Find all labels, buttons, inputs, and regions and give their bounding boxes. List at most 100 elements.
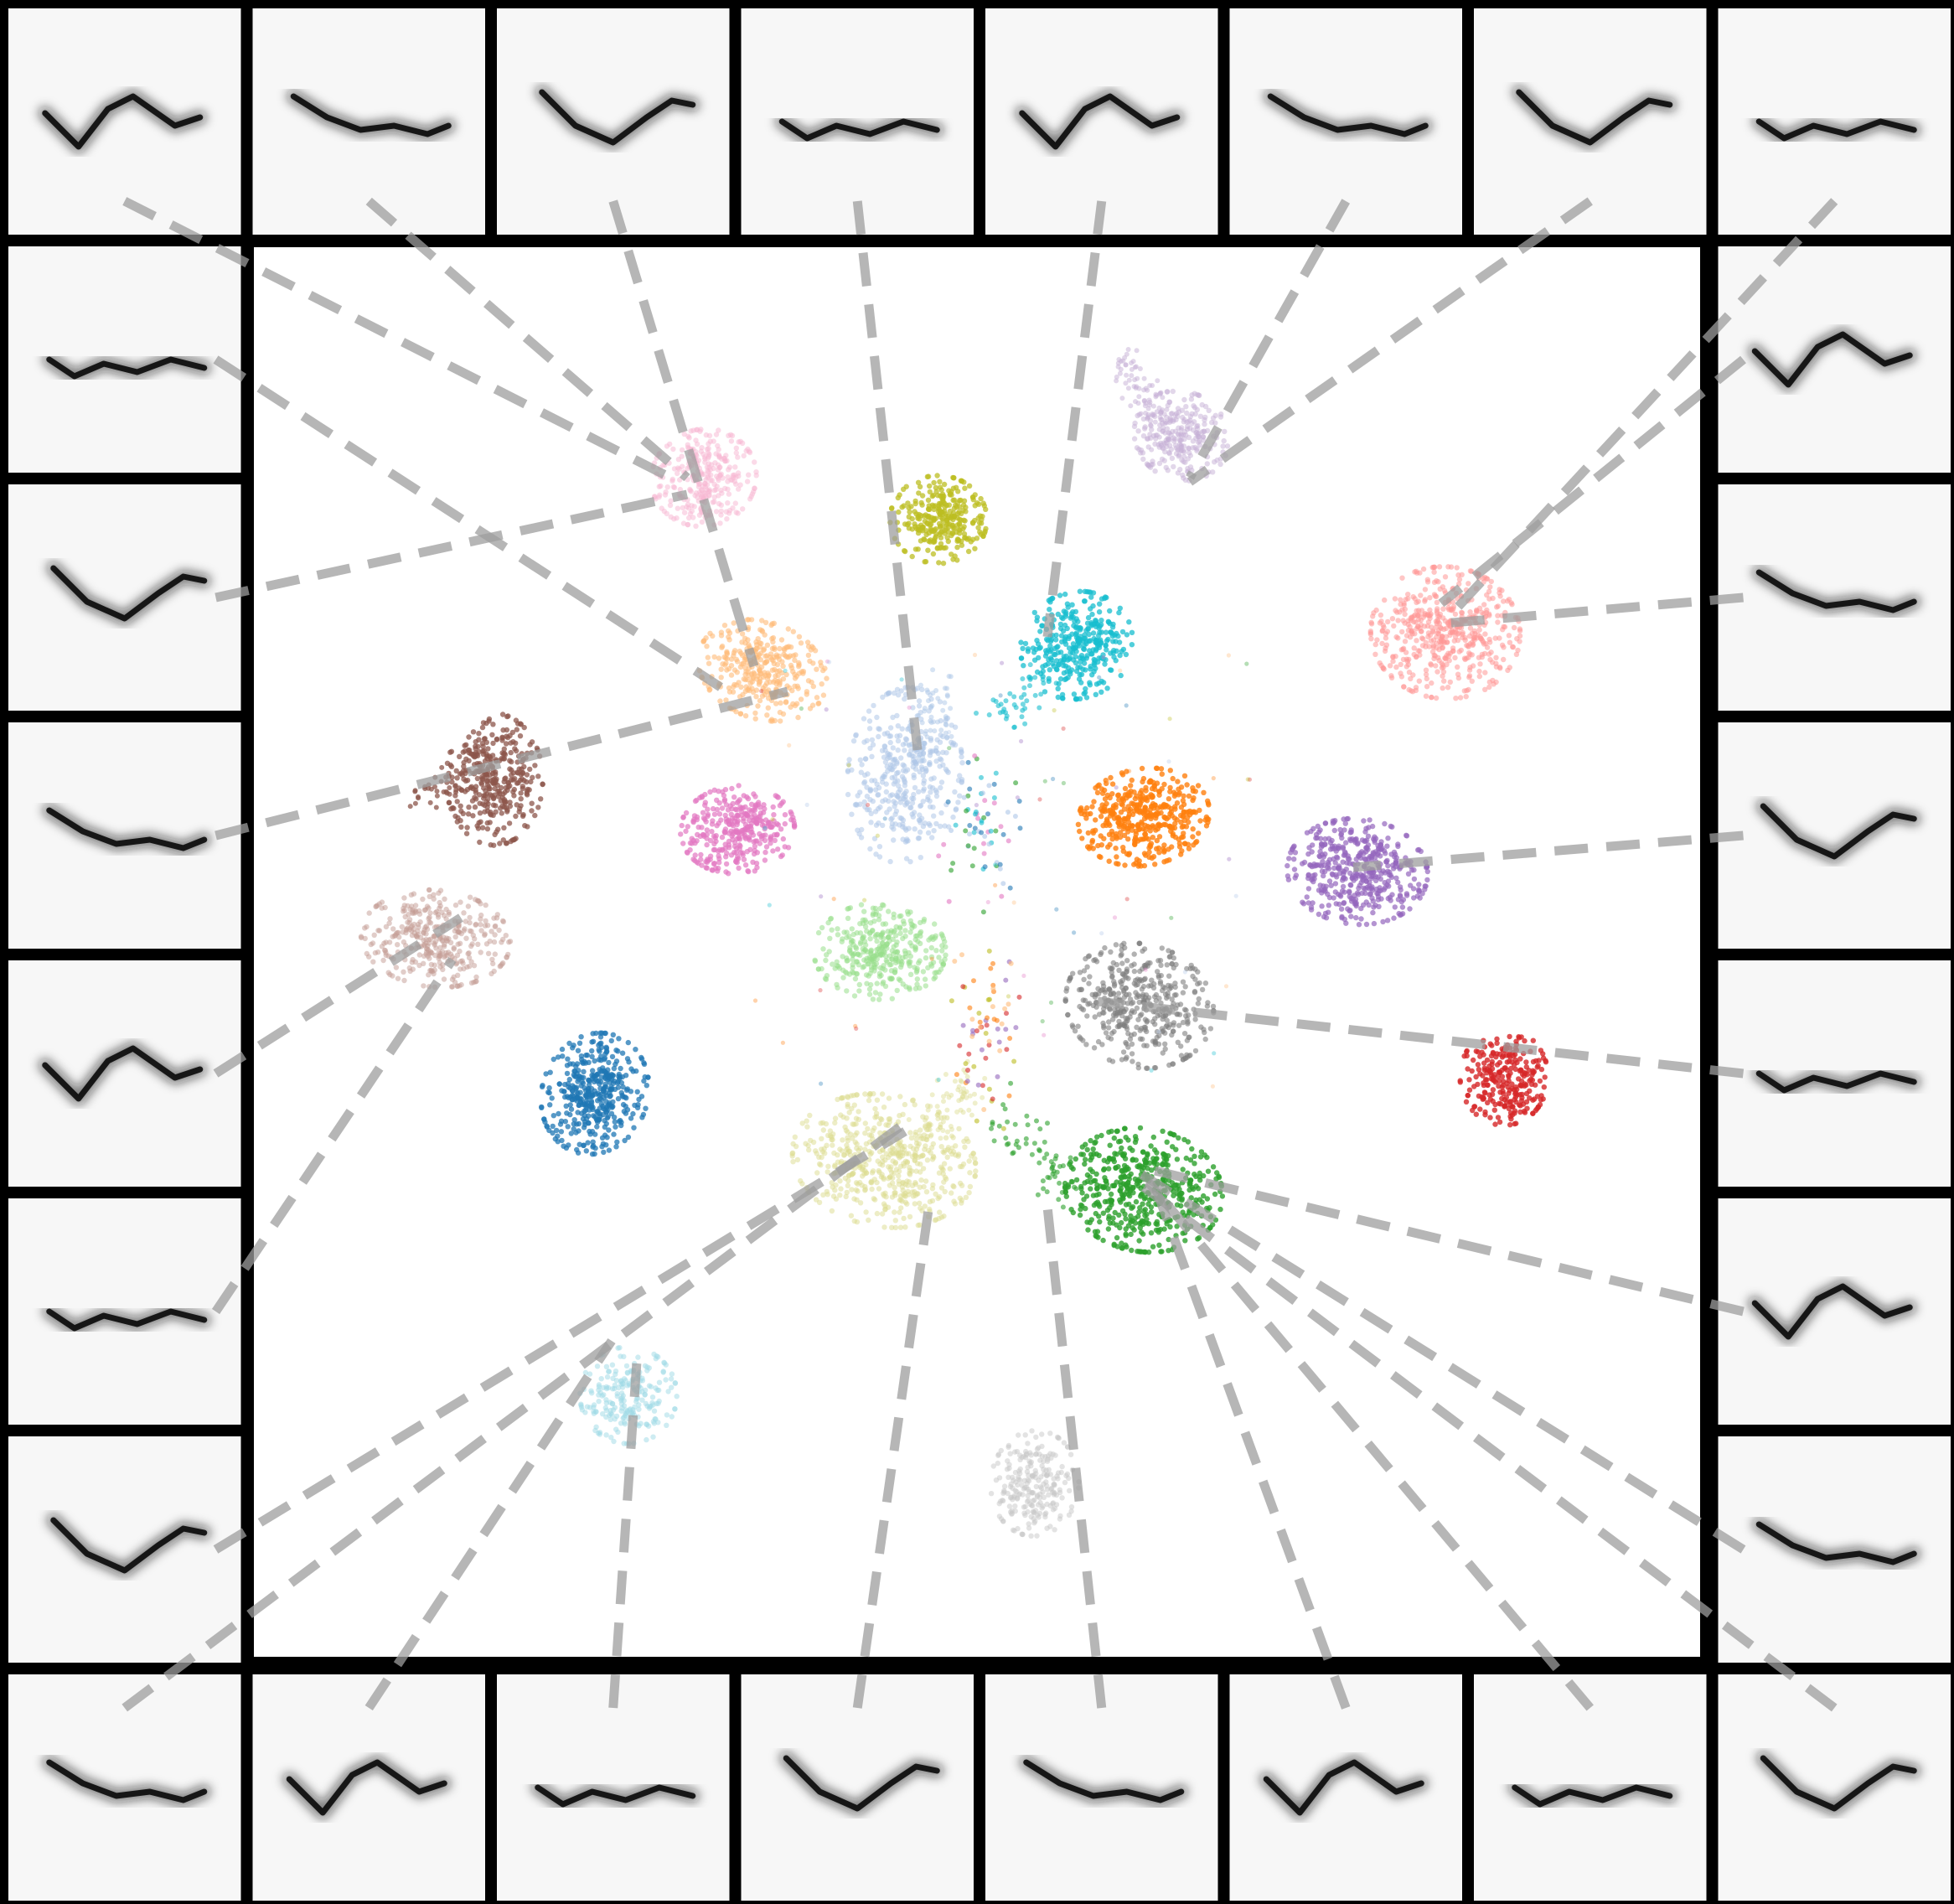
scatter-point xyxy=(507,732,513,738)
scatter-point xyxy=(1321,862,1327,868)
scatter-point xyxy=(1150,835,1156,841)
scatter-point xyxy=(752,838,758,844)
scatter-point xyxy=(1373,607,1379,613)
scatter-point xyxy=(788,665,795,671)
scatter-point xyxy=(1111,1242,1117,1249)
scatter-point xyxy=(887,858,893,865)
scatter-point xyxy=(912,784,918,791)
scatter-point xyxy=(638,1056,645,1062)
scatter-point xyxy=(1511,1053,1517,1059)
scatter-point xyxy=(1509,1112,1516,1118)
scatter-point xyxy=(1094,1134,1100,1140)
scatter-point xyxy=(1389,824,1395,830)
scatter-point xyxy=(704,865,710,872)
scatter-point xyxy=(574,1146,580,1153)
scatter-point xyxy=(510,770,516,776)
scatter-point xyxy=(1385,618,1391,625)
scatter-point xyxy=(576,1120,582,1127)
scatter-point xyxy=(1179,1190,1185,1197)
scatter-point xyxy=(565,1056,571,1062)
scatter-point xyxy=(628,1115,634,1121)
scatter-point xyxy=(707,630,713,636)
scatter-point xyxy=(1419,635,1425,641)
scatter-point xyxy=(1291,867,1298,872)
scatter-point xyxy=(1145,1151,1150,1157)
scatter-point xyxy=(911,774,918,781)
scatter-point xyxy=(1483,640,1489,647)
scatter-point xyxy=(562,1119,568,1125)
scatter-point xyxy=(600,1086,607,1092)
scatter-point xyxy=(1387,663,1393,669)
scatter-point xyxy=(1167,810,1173,817)
scatter-point xyxy=(736,865,742,872)
scatter-point xyxy=(1434,669,1440,675)
scatter-point xyxy=(1192,1161,1197,1167)
scatter-point xyxy=(892,800,899,806)
scatter-point xyxy=(1491,1107,1498,1113)
scatter-point xyxy=(918,933,923,939)
scatter-point xyxy=(724,650,730,656)
scatter-point xyxy=(1166,1236,1171,1243)
scatter-point xyxy=(1484,1070,1490,1076)
scatter-point xyxy=(1473,1074,1479,1080)
scatter-point xyxy=(868,810,874,816)
scatter-point xyxy=(1172,804,1178,810)
scatter-point xyxy=(1154,1218,1161,1225)
scatter-point xyxy=(711,654,717,660)
scatter-point xyxy=(1345,906,1351,912)
scatter-point xyxy=(771,660,777,667)
scatter-point xyxy=(1372,837,1378,843)
scatter-point xyxy=(1153,765,1160,771)
scatter-point xyxy=(1310,825,1316,831)
scatter-point xyxy=(1285,862,1290,869)
scatter-point xyxy=(473,922,478,928)
scatter-point xyxy=(620,1084,626,1090)
scatter-point xyxy=(819,681,825,687)
scatter-point xyxy=(861,799,867,805)
scatter-point xyxy=(897,924,903,930)
scatter-point xyxy=(895,723,902,729)
scatter-point xyxy=(1100,1210,1107,1216)
scatter-point xyxy=(1440,685,1445,691)
scatter-point xyxy=(493,778,499,784)
scatter-point xyxy=(920,799,926,805)
scatter-point xyxy=(785,626,791,632)
scatter-point xyxy=(1378,876,1384,882)
scatter-point xyxy=(588,1085,595,1092)
scatter-point xyxy=(680,841,686,846)
scatter-point xyxy=(938,966,944,972)
scatter-point xyxy=(1416,678,1423,684)
scatter-point xyxy=(1517,1056,1523,1062)
scatter-point xyxy=(1512,1084,1519,1090)
scatter-point xyxy=(1222,428,1228,435)
scatter-point xyxy=(892,928,898,934)
scatter-point xyxy=(1429,694,1434,701)
scatter-point xyxy=(466,758,472,763)
scatter-point xyxy=(457,753,463,759)
scatter-point xyxy=(1507,639,1513,645)
scatter-point xyxy=(903,789,909,794)
scatter-point xyxy=(1505,667,1511,674)
scatter-point xyxy=(880,798,886,805)
scatter-point xyxy=(925,965,931,971)
scatter-point xyxy=(1288,850,1294,856)
scatter-point xyxy=(640,1111,647,1118)
scatter-point xyxy=(1373,886,1380,892)
scatter-point xyxy=(804,689,810,695)
scatter-point xyxy=(705,811,711,818)
scatter-point xyxy=(466,734,472,740)
scatter-point xyxy=(1368,619,1374,625)
scatter-point xyxy=(606,1059,612,1066)
scatter-point xyxy=(1380,918,1386,925)
scatter-point xyxy=(738,684,744,690)
scatter-point xyxy=(487,772,494,778)
scatter-point xyxy=(812,648,819,654)
scatter-point xyxy=(529,808,535,814)
scatter-point xyxy=(509,837,515,843)
scatter-point xyxy=(1399,629,1405,635)
scatter-point xyxy=(416,962,422,969)
scatter-point xyxy=(861,964,867,970)
scatter-point xyxy=(500,837,506,843)
scatter-point xyxy=(1150,1244,1156,1250)
scatter-point xyxy=(850,931,856,938)
